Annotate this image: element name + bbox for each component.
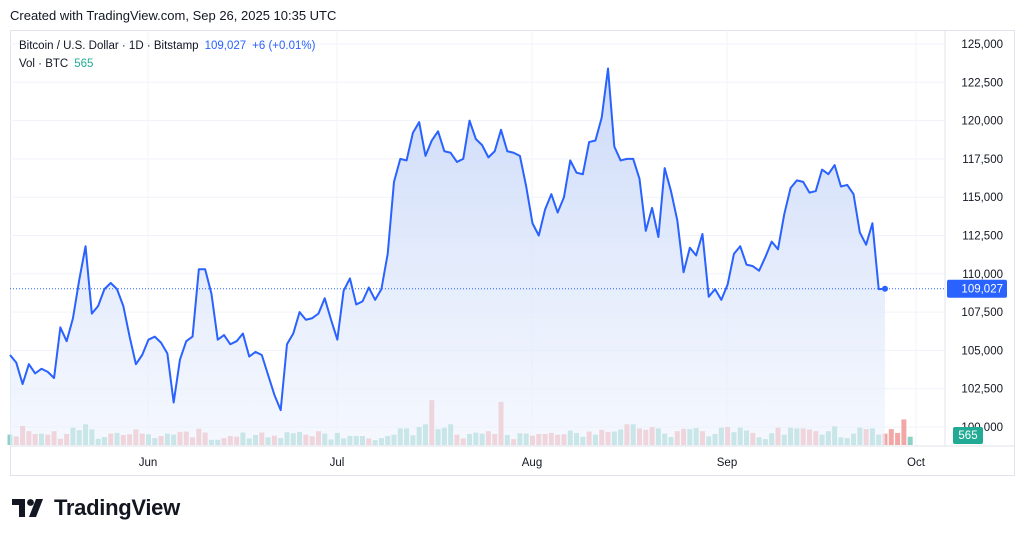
volume-badge [953,427,983,444]
price-tick-label: 102,500 [961,384,1003,396]
price-line [9,67,886,412]
price-area-fill [10,68,885,446]
last-price-badge-label: 109,027 [961,284,1003,296]
symbol-label: Bitcoin / U.S. Dollar · 1D · Bitstamp [19,40,199,52]
brand-name: TradingView [54,495,180,520]
time-tick-label: Sep [717,457,737,469]
price-tick-label: 117,500 [962,154,1003,166]
price-tick-label: 115,000 [962,192,1003,204]
time-tick-label: Jul [330,457,345,469]
price-tick-label: 107,500 [961,307,1003,319]
last-price-value: 109,027 [204,40,247,52]
volume-label: Vol · BTC [19,58,69,70]
price-tick-label: 110,000 [962,269,1003,281]
last-price-dot [882,285,888,292]
created-caption: Created with TradingView.com, Sep 26, 20… [10,8,337,23]
last-price-badge [947,279,1007,298]
price-tick-label: 120,000 [961,116,1003,128]
volume-bar [888,429,894,445]
volume-bar [901,419,907,445]
price-tick-label: 105,000 [961,345,1003,357]
tradingview-logo-icon [12,499,43,517]
chart-legend: Bitcoin / U.S. Dollar · 1D · Bitstamp 10… [19,37,315,73]
price-tick-label: 112,500 [962,231,1003,243]
volume-badge-label: 565 [958,430,977,442]
price-change-value: +6 (+0.01%) [252,40,316,52]
chart-frame [10,30,1015,476]
time-tick-label: Oct [907,457,926,469]
volume-bar [907,436,913,445]
brand: TradingView [12,495,180,521]
price-tick-label: 122,500 [961,77,1003,89]
volume-value: 565 [74,58,94,70]
time-tick-label: Jun [139,457,158,469]
volume-bar [895,432,901,445]
price-tick-label: 125,000 [961,39,1003,51]
time-tick-label: Aug [522,457,542,469]
